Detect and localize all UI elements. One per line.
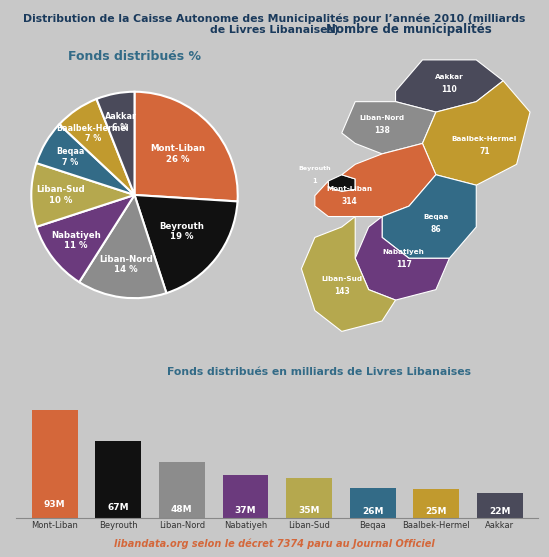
Text: 1: 1 bbox=[312, 178, 317, 184]
Text: Liban-Sud: Liban-Sud bbox=[321, 276, 362, 282]
Text: Nabatiyeh: Nabatiyeh bbox=[383, 249, 424, 255]
Text: libandata.org selon le décret 7374 paru au Journal Officiel: libandata.org selon le décret 7374 paru … bbox=[114, 538, 435, 549]
Text: 35M: 35M bbox=[298, 506, 320, 515]
Text: Beqaa
7 %: Beqaa 7 % bbox=[57, 148, 85, 167]
Text: 138: 138 bbox=[374, 126, 390, 135]
Text: Beyrouth
19 %: Beyrouth 19 % bbox=[159, 222, 204, 241]
Bar bbox=[413, 489, 459, 518]
Text: Aakkar
6 %: Aakkar 6 % bbox=[104, 113, 137, 131]
Wedge shape bbox=[135, 92, 238, 202]
Polygon shape bbox=[423, 81, 530, 185]
Text: Fonds distribués en milliards de Livres Libanaises: Fonds distribués en milliards de Livres … bbox=[167, 367, 471, 377]
Text: 117: 117 bbox=[396, 260, 412, 269]
Text: Aakkar: Aakkar bbox=[435, 74, 464, 80]
Wedge shape bbox=[79, 195, 166, 298]
Polygon shape bbox=[341, 101, 436, 154]
Polygon shape bbox=[355, 217, 449, 300]
Text: Baalbek-Hermel: Baalbek-Hermel bbox=[452, 136, 517, 142]
Text: 26M: 26M bbox=[362, 507, 383, 516]
Wedge shape bbox=[36, 124, 135, 195]
Text: 110: 110 bbox=[441, 85, 457, 94]
Wedge shape bbox=[36, 195, 135, 282]
Polygon shape bbox=[315, 143, 436, 217]
Wedge shape bbox=[59, 99, 135, 195]
Bar bbox=[159, 462, 205, 518]
Wedge shape bbox=[31, 163, 135, 227]
Title: Fonds distribués %: Fonds distribués % bbox=[68, 50, 201, 63]
Bar bbox=[286, 477, 332, 518]
Polygon shape bbox=[328, 175, 355, 192]
Polygon shape bbox=[395, 60, 503, 112]
Text: 86: 86 bbox=[430, 224, 441, 233]
Text: Baalbek-Hermel
7 %: Baalbek-Hermel 7 % bbox=[57, 124, 129, 143]
Text: Liban-Nord: Liban-Nord bbox=[360, 115, 405, 121]
Text: 25M: 25M bbox=[425, 507, 447, 516]
Title: Nombre de municipalités: Nombre de municipalités bbox=[326, 23, 492, 36]
Text: Beyrouth: Beyrouth bbox=[299, 166, 331, 171]
Text: de Livres Libanaises): de Livres Libanaises) bbox=[210, 25, 339, 35]
Wedge shape bbox=[97, 92, 135, 195]
Bar bbox=[222, 475, 268, 518]
Text: Distribution de la Caisse Autonome des Municipalités pour l’année 2010 (milliard: Distribution de la Caisse Autonome des M… bbox=[23, 14, 526, 25]
Wedge shape bbox=[135, 195, 238, 293]
Bar bbox=[477, 492, 523, 518]
Text: Liban-Nord
14 %: Liban-Nord 14 % bbox=[99, 255, 153, 274]
Text: 71: 71 bbox=[479, 147, 490, 157]
Bar bbox=[32, 411, 77, 518]
Text: Mont-Liban: Mont-Liban bbox=[327, 187, 373, 192]
Text: 314: 314 bbox=[342, 197, 358, 207]
Bar bbox=[350, 488, 395, 518]
Text: 37M: 37M bbox=[234, 506, 256, 515]
Text: Mont-Liban
26 %: Mont-Liban 26 % bbox=[150, 144, 206, 164]
Polygon shape bbox=[301, 217, 395, 331]
Text: Beqaa: Beqaa bbox=[423, 213, 449, 219]
Text: 93M: 93M bbox=[44, 500, 65, 510]
Bar bbox=[96, 441, 141, 518]
Text: 67M: 67M bbox=[108, 503, 129, 512]
Text: Nabatiyeh
11 %: Nabatiyeh 11 % bbox=[51, 231, 100, 250]
Text: 48M: 48M bbox=[171, 505, 193, 514]
Text: 22M: 22M bbox=[489, 507, 511, 516]
Text: Liban-Sud
10 %: Liban-Sud 10 % bbox=[36, 185, 85, 204]
Polygon shape bbox=[382, 175, 476, 258]
Text: 143: 143 bbox=[334, 287, 350, 296]
